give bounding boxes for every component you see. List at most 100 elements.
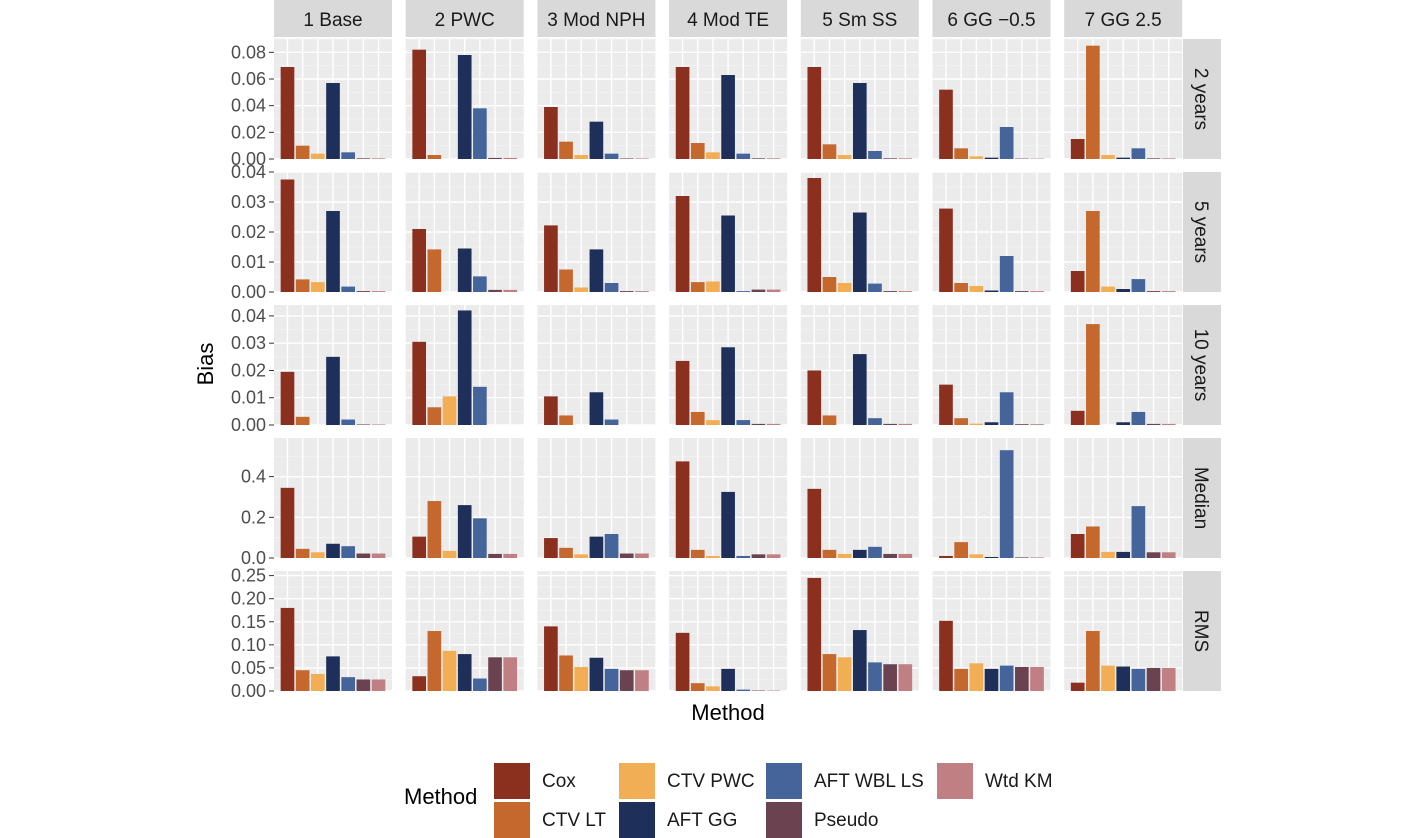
bar	[868, 284, 882, 292]
bar	[970, 554, 984, 558]
bar	[559, 142, 573, 159]
bar	[676, 361, 690, 425]
bar	[1000, 450, 1014, 558]
bar	[939, 621, 953, 691]
bar	[1071, 683, 1085, 691]
facet-panel	[933, 571, 1051, 691]
bar	[544, 538, 558, 558]
bar	[635, 291, 649, 292]
bar	[544, 107, 558, 159]
bar	[807, 578, 821, 691]
bar	[706, 282, 720, 293]
bar	[1030, 291, 1044, 292]
facet-panel	[406, 172, 524, 292]
bar	[868, 547, 882, 558]
bar	[1116, 289, 1130, 292]
bar	[767, 554, 781, 558]
bar	[752, 554, 766, 558]
bar	[281, 372, 295, 425]
bar	[1030, 424, 1044, 425]
bar	[985, 158, 999, 159]
y-tick-label: 0.06	[231, 69, 266, 89]
bar	[544, 396, 558, 425]
bar	[443, 396, 457, 425]
facet-panel	[1064, 39, 1182, 159]
facet-strip-row-label: 10 years	[1190, 329, 1211, 402]
bar	[823, 415, 837, 425]
y-tick-label: 0.02	[231, 122, 266, 142]
bar	[326, 83, 340, 159]
bar	[868, 418, 882, 425]
bar	[954, 418, 968, 425]
bar	[970, 156, 984, 159]
legend-swatch	[937, 763, 973, 799]
bar	[1086, 631, 1100, 691]
bar	[883, 664, 897, 691]
bar	[853, 83, 867, 159]
bar	[706, 420, 720, 425]
bar	[326, 544, 340, 558]
bar	[838, 657, 852, 691]
facet-panel	[274, 571, 392, 691]
bar	[721, 669, 735, 691]
bar	[1015, 424, 1029, 425]
bar	[807, 489, 821, 558]
bar	[473, 387, 487, 425]
facet-panel	[1064, 172, 1182, 292]
legend-label: CTV LT	[542, 810, 606, 832]
bar	[1162, 424, 1176, 425]
y-tick-label: 0.03	[231, 192, 266, 212]
bar	[883, 424, 897, 425]
bar	[503, 554, 517, 558]
bar	[605, 669, 619, 691]
facet-panel	[669, 571, 787, 691]
y-tick-label: 0.02	[231, 222, 266, 242]
bar	[311, 552, 325, 558]
bar	[676, 461, 690, 558]
bar	[807, 370, 821, 425]
bar	[868, 662, 882, 691]
bar	[807, 178, 821, 292]
y-tick-label: 0.05	[231, 658, 266, 678]
bar	[883, 554, 897, 558]
bar	[281, 180, 295, 293]
facet-panel	[406, 39, 524, 159]
bar	[488, 158, 502, 159]
facet-panel	[669, 172, 787, 292]
bar	[412, 342, 426, 425]
facet-panel	[933, 438, 1051, 558]
bar	[838, 283, 852, 292]
bar	[357, 679, 371, 691]
bar	[503, 290, 517, 292]
bar	[868, 151, 882, 159]
bar	[281, 67, 295, 159]
bar	[985, 557, 999, 558]
bar	[341, 677, 355, 691]
facet-strip-row-label: 2 years	[1190, 68, 1211, 130]
legend-label: CTV PWC	[667, 771, 755, 793]
bar	[985, 669, 999, 691]
facet-panel	[801, 438, 919, 558]
bar	[1116, 158, 1130, 159]
y-tick-label: 0.03	[231, 333, 266, 353]
facet-panel	[406, 438, 524, 558]
facet-panel	[669, 39, 787, 159]
facet-panel	[933, 305, 1051, 425]
facet-panel	[801, 305, 919, 425]
bar	[736, 291, 750, 292]
bar	[898, 424, 912, 425]
bar	[296, 279, 310, 292]
bar	[428, 155, 442, 159]
bar	[458, 310, 472, 425]
y-tick-label: 0.15	[231, 612, 266, 632]
bar	[488, 657, 502, 691]
bar	[605, 534, 619, 558]
bar	[296, 670, 310, 691]
facet-strip-label: 5 Sm SS	[822, 10, 897, 31]
bar	[326, 357, 340, 425]
bar	[736, 154, 750, 159]
facet-panel	[537, 571, 655, 691]
bar	[635, 554, 649, 558]
bar	[1030, 557, 1044, 558]
